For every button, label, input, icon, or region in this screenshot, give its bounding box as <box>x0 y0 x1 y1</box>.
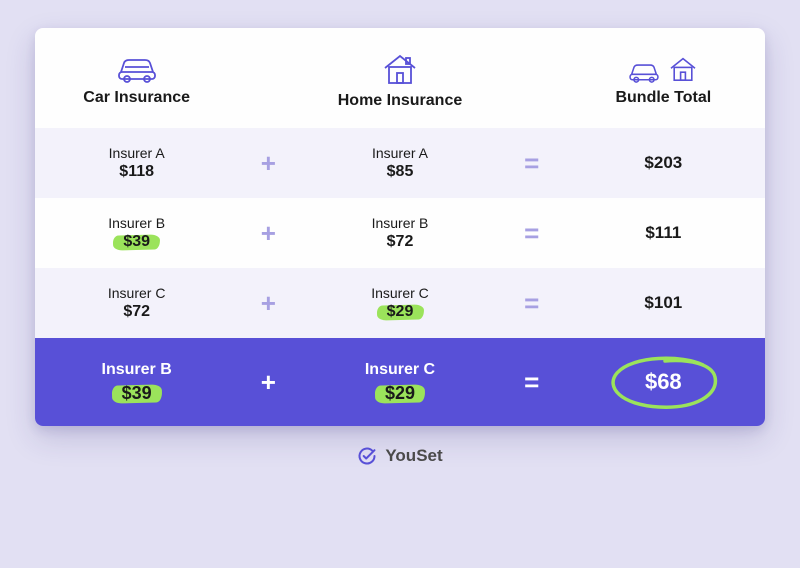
cell-total: $111 <box>562 223 765 243</box>
cell-car: Insurer A $118 <box>35 145 238 181</box>
insurer-name: Insurer A <box>109 145 165 161</box>
cell-car: Insurer C $72 <box>35 285 238 321</box>
header-car: Car Insurance <box>35 55 238 107</box>
total-price: $68 <box>645 369 682 395</box>
header-total-label: Bundle Total <box>615 89 711 107</box>
price-highlight: $29 <box>381 303 420 321</box>
table-row: Insurer C $72 + Insurer C $29 = $101 <box>35 268 765 338</box>
insurer-price: $118 <box>119 163 154 181</box>
price-highlight: $39 <box>116 383 158 404</box>
check-circle-icon <box>357 446 377 466</box>
cell-total: $203 <box>562 153 765 173</box>
price-highlight: $39 <box>117 233 156 251</box>
insurer-price: $85 <box>387 163 414 181</box>
insurer-price: $72 <box>387 233 414 251</box>
car-icon <box>115 55 159 83</box>
equals-operator: = <box>502 367 562 398</box>
insurer-price: $72 <box>123 303 150 321</box>
header-home: Home Insurance <box>298 52 501 110</box>
plus-operator: + <box>238 148 298 179</box>
cell-car: Insurer B $39 <box>35 215 238 251</box>
cell-total: $68 <box>562 369 765 395</box>
table-header-row: Car Insurance Home Insurance <box>35 28 765 128</box>
total-price: $203 <box>644 153 682 173</box>
price-highlight: $29 <box>379 383 421 404</box>
total-price: $101 <box>644 293 682 313</box>
cell-total: $101 <box>562 293 765 313</box>
equals-operator: = <box>502 288 562 319</box>
brand-name: YouSet <box>385 446 442 466</box>
insurer-name: Insurer C <box>108 285 166 301</box>
plus-operator: + <box>238 218 298 249</box>
insurer-price: $29 <box>385 383 415 403</box>
brand-footer: YouSet <box>357 446 442 466</box>
cell-home: Insurer B $72 <box>298 215 501 251</box>
cell-car: Insurer B $39 <box>35 361 238 404</box>
insurer-name: Insurer B <box>372 215 429 231</box>
insurer-name: Insurer C <box>365 361 435 379</box>
insurer-name: Insurer A <box>372 145 428 161</box>
home-icon <box>667 55 699 83</box>
home-icon <box>380 52 420 86</box>
comparison-card: Car Insurance Home Insurance <box>35 28 765 426</box>
header-total: Bundle Total <box>562 55 765 107</box>
equals-operator: = <box>502 148 562 179</box>
best-row: Insurer B $39 + Insurer C $29 = $68 <box>35 338 765 426</box>
table-row: Insurer B $39 + Insurer B $72 = $111 <box>35 198 765 268</box>
insurer-price: $39 <box>123 233 150 250</box>
table-row: Insurer A $118 + Insurer A $85 = $203 <box>35 128 765 198</box>
total-price: $111 <box>645 223 681 243</box>
cell-home: Insurer C $29 <box>298 361 501 404</box>
insurer-name: Insurer B <box>102 361 172 379</box>
insurer-price: $29 <box>387 303 414 320</box>
car-icon <box>627 61 661 83</box>
plus-operator: + <box>238 367 298 398</box>
insurer-name: Insurer C <box>371 285 429 301</box>
cell-home: Insurer A $85 <box>298 145 501 181</box>
plus-operator: + <box>238 288 298 319</box>
header-car-label: Car Insurance <box>83 89 190 107</box>
equals-operator: = <box>502 218 562 249</box>
header-home-label: Home Insurance <box>338 92 462 110</box>
insurer-price: $39 <box>122 383 152 403</box>
cell-home: Insurer C $29 <box>298 285 501 321</box>
insurer-name: Insurer B <box>108 215 165 231</box>
